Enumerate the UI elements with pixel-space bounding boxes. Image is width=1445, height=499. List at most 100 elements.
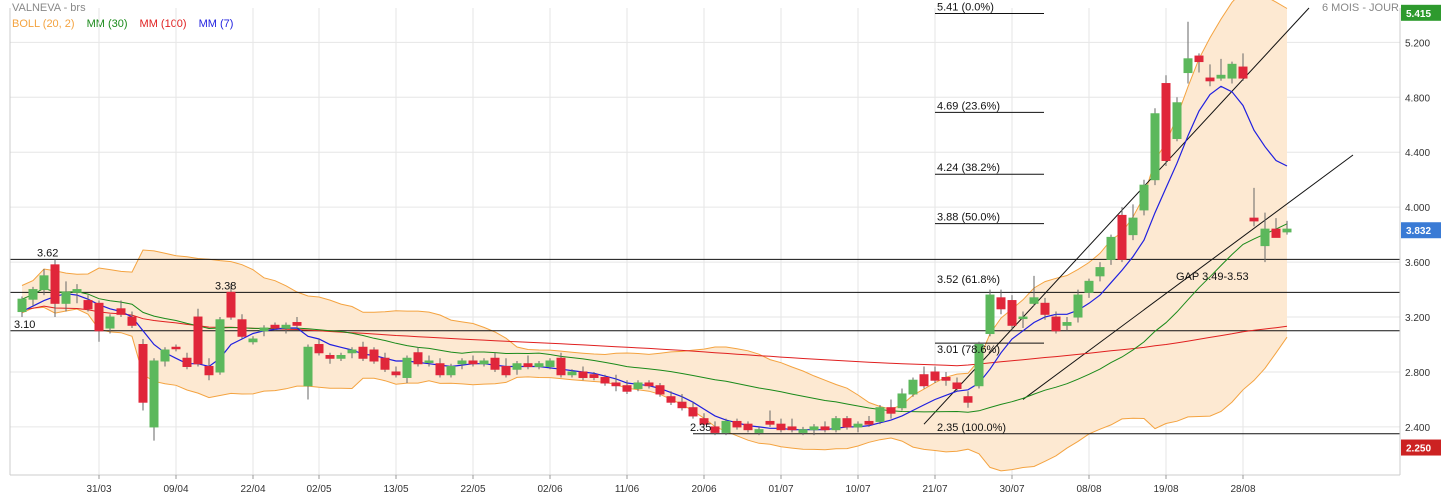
candle-body-23: [270, 324, 280, 329]
candle-body-110: [1227, 63, 1237, 79]
candle-body-7: [94, 302, 104, 332]
candle-body-48: [545, 360, 555, 367]
timeframe-label[interactable]: 6 MOIS - JOUR: [1321, 2, 1399, 14]
candle-body-55: [622, 385, 632, 392]
candle-body-95: [1062, 322, 1072, 326]
legend-boll[interactable]: BOLL (20, 2): [12, 18, 75, 30]
candle-body-74: [831, 418, 841, 431]
y-tick-2: 3.200: [1405, 313, 1430, 324]
candle-body-45: [512, 363, 522, 370]
fib-label-382: 4.24 (38.2%): [937, 162, 1000, 174]
candle-body-106: [1183, 58, 1193, 74]
bollinger-bands: [21, 0, 1288, 472]
candle-body-105: [1172, 102, 1182, 139]
candle-body-20: [237, 319, 247, 337]
price-badge-text-1: 3.832: [1406, 226, 1431, 237]
candle-body-46: [523, 363, 533, 367]
x-tick-2: 22/04: [240, 484, 265, 495]
candle-body-36: [413, 352, 423, 365]
candle-body-97: [1084, 280, 1094, 293]
candle-body-16: [193, 316, 203, 365]
candle-body-71: [798, 429, 808, 433]
price-badge-text-0: 5.415: [1406, 9, 1431, 20]
candle-body-66: [743, 423, 753, 431]
candle-body-21: [248, 338, 258, 343]
candle-body-10: [127, 316, 137, 326]
candle-body-77: [864, 420, 874, 425]
candle-body-1: [28, 289, 38, 300]
candle-body-76: [853, 423, 863, 428]
x-tick-12: 30/07: [999, 484, 1024, 495]
candle-body-88: [985, 294, 995, 335]
candle-body-61: [688, 407, 698, 417]
candle-body-18: [215, 319, 225, 373]
bollinger-upper: [21, 0, 1288, 410]
candle-body-79: [886, 407, 896, 414]
candle-body-69: [776, 423, 786, 431]
candle-body-81: [908, 379, 918, 395]
x-tick-14: 19/08: [1153, 484, 1178, 495]
price-badge-2: [1401, 439, 1441, 456]
x-tick-5: 22/05: [460, 484, 485, 495]
candle-body-115: [1282, 228, 1292, 233]
candle-body-0: [17, 298, 27, 313]
candle-body-50: [567, 371, 577, 376]
candle-body-9: [116, 308, 126, 315]
x-tick-11: 21/07: [922, 484, 947, 495]
gap-label: GAP 3.49-3.53: [1176, 271, 1249, 283]
candle-body-12: [149, 360, 159, 428]
candle-body-114: [1271, 228, 1281, 238]
level-label-362: 3.62: [37, 247, 58, 259]
candle-body-35: [402, 357, 412, 378]
candle-body-17: [204, 365, 214, 376]
candle-body-93: [1040, 302, 1050, 315]
y-tick-5: 4.400: [1405, 148, 1430, 159]
fib-label-786: 3.01 (78.6%): [937, 344, 1000, 356]
level-label-310: 3.10: [14, 319, 35, 331]
candle-body-57: [644, 382, 654, 387]
candle-body-15: [182, 357, 192, 367]
candle-body-103: [1150, 113, 1160, 181]
bollinger-fill: [22, 0, 1287, 471]
candle-body-53: [600, 376, 610, 384]
candle-body-32: [369, 349, 379, 362]
legend-mm7[interactable]: MM (7): [198, 18, 234, 30]
candle-body-37: [424, 360, 434, 363]
y-tick-3: 3.600: [1405, 258, 1430, 269]
candle-body-92: [1029, 297, 1039, 304]
candle-body-29: [336, 355, 346, 359]
candle-body-49: [556, 357, 566, 376]
fib-label-100: 2.35 (100.0%): [937, 422, 1006, 434]
level-label-338: 3.38: [215, 280, 236, 292]
candlesticks: [17, 21, 1292, 441]
candle-body-59: [666, 396, 676, 403]
legend-mm30[interactable]: MM (30): [86, 18, 128, 30]
candle-body-30: [347, 349, 357, 354]
candle-body-98: [1095, 267, 1105, 277]
fib-label-618: 3.52 (61.8%): [937, 274, 1000, 286]
candle-body-14: [171, 346, 181, 350]
candle-body-40: [457, 360, 467, 365]
candle-body-51: [578, 371, 588, 378]
candle-body-99: [1106, 236, 1116, 260]
candle-body-86: [963, 396, 973, 403]
price-badge-text-2: 2.250: [1406, 444, 1431, 455]
candle-body-96: [1073, 294, 1083, 318]
candle-body-63: [710, 426, 720, 433]
mm30-line: [21, 223, 1288, 413]
x-tick-9: 01/07: [768, 484, 793, 495]
candle-body-108: [1205, 77, 1215, 82]
price-badges: 5.415 3.832 2.250: [1401, 4, 1441, 456]
candle-body-72: [809, 426, 819, 431]
candle-body-67: [754, 429, 764, 433]
x-tick-13: 08/08: [1076, 484, 1101, 495]
candle-body-84: [941, 376, 951, 381]
candle-body-89: [996, 297, 1006, 310]
candle-body-58: [655, 385, 665, 395]
candle-body-90: [1007, 300, 1017, 326]
x-tick-7: 11/06: [615, 484, 640, 495]
trend-lower: [1022, 154, 1354, 400]
candle-body-2: [39, 275, 49, 291]
legend-mm100[interactable]: MM (100): [139, 18, 187, 30]
